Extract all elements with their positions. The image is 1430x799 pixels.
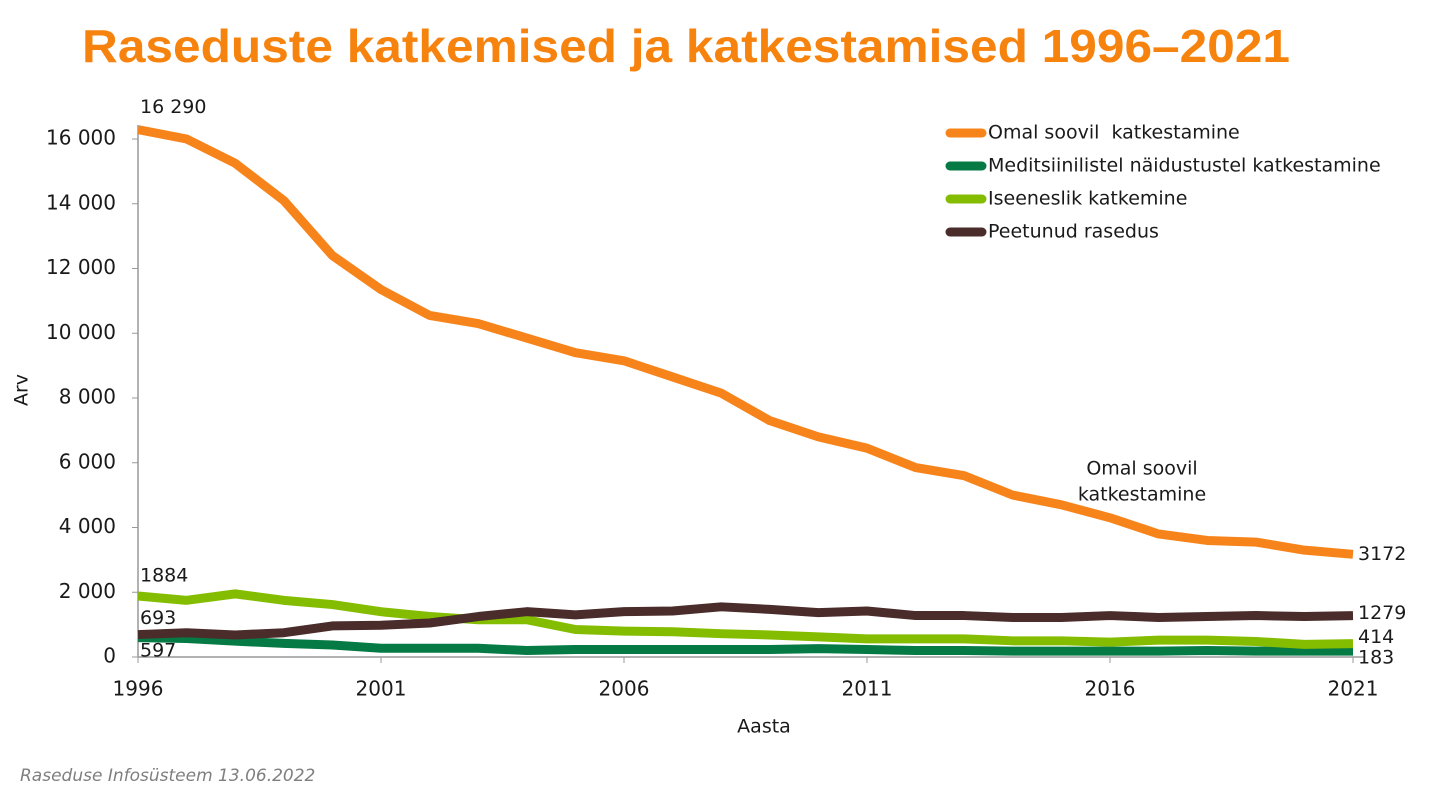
- annotation: katkestamine: [1078, 484, 1206, 506]
- y-tick-label: 8 000: [59, 385, 116, 409]
- y-tick-label: 6 000: [59, 449, 116, 473]
- legend-label: Omal soovil katkestamine: [988, 122, 1240, 144]
- x-tick-label: 2001: [356, 677, 407, 701]
- x-tick-label: 2016: [1085, 677, 1136, 701]
- y-tick-label: 4 000: [59, 514, 116, 538]
- y-tick-label: 2 000: [59, 579, 116, 603]
- y-tick-label: 12 000: [46, 255, 116, 279]
- series-line: [137, 602, 1354, 640]
- data-label: 183: [1358, 647, 1394, 669]
- y-tick-label: 0: [103, 644, 116, 668]
- data-label: 3172: [1358, 543, 1406, 565]
- y-tick-label: 14 000: [46, 190, 116, 214]
- data-label: 597: [140, 640, 176, 662]
- chart-title: Raseduste katkemised ja katkestamised 19…: [82, 20, 1290, 72]
- data-label: 1279: [1358, 602, 1406, 624]
- series-line: [137, 589, 1354, 649]
- data-label: 16 290: [140, 96, 206, 118]
- annotation: Omal soovil: [1086, 458, 1197, 480]
- data-label: 1884: [140, 565, 188, 587]
- x-tick-label: 2011: [842, 677, 893, 701]
- legend-label: Iseeneslik katkemine: [988, 188, 1187, 210]
- x-tick-label: 2021: [1328, 677, 1379, 701]
- x-tick-label: 2006: [599, 677, 650, 701]
- source: Raseduse Infosüsteem 13.06.2022: [20, 766, 315, 786]
- y-axis-label: Arv: [11, 374, 33, 406]
- x-tick-label: 1996: [113, 677, 164, 701]
- y-tick-label: 10 000: [46, 320, 116, 344]
- series-line: [137, 125, 1354, 559]
- series-line: [137, 633, 1354, 656]
- legend-label: Peetunud rasedus: [988, 221, 1159, 243]
- x-axis-label: Aasta: [737, 716, 791, 738]
- legend-label: Meditsiinilistel näidustustel katkestami…: [988, 155, 1381, 177]
- y-tick-label: 16 000: [46, 126, 116, 150]
- data-label: 414: [1358, 626, 1394, 648]
- data-label: 693: [140, 607, 176, 629]
